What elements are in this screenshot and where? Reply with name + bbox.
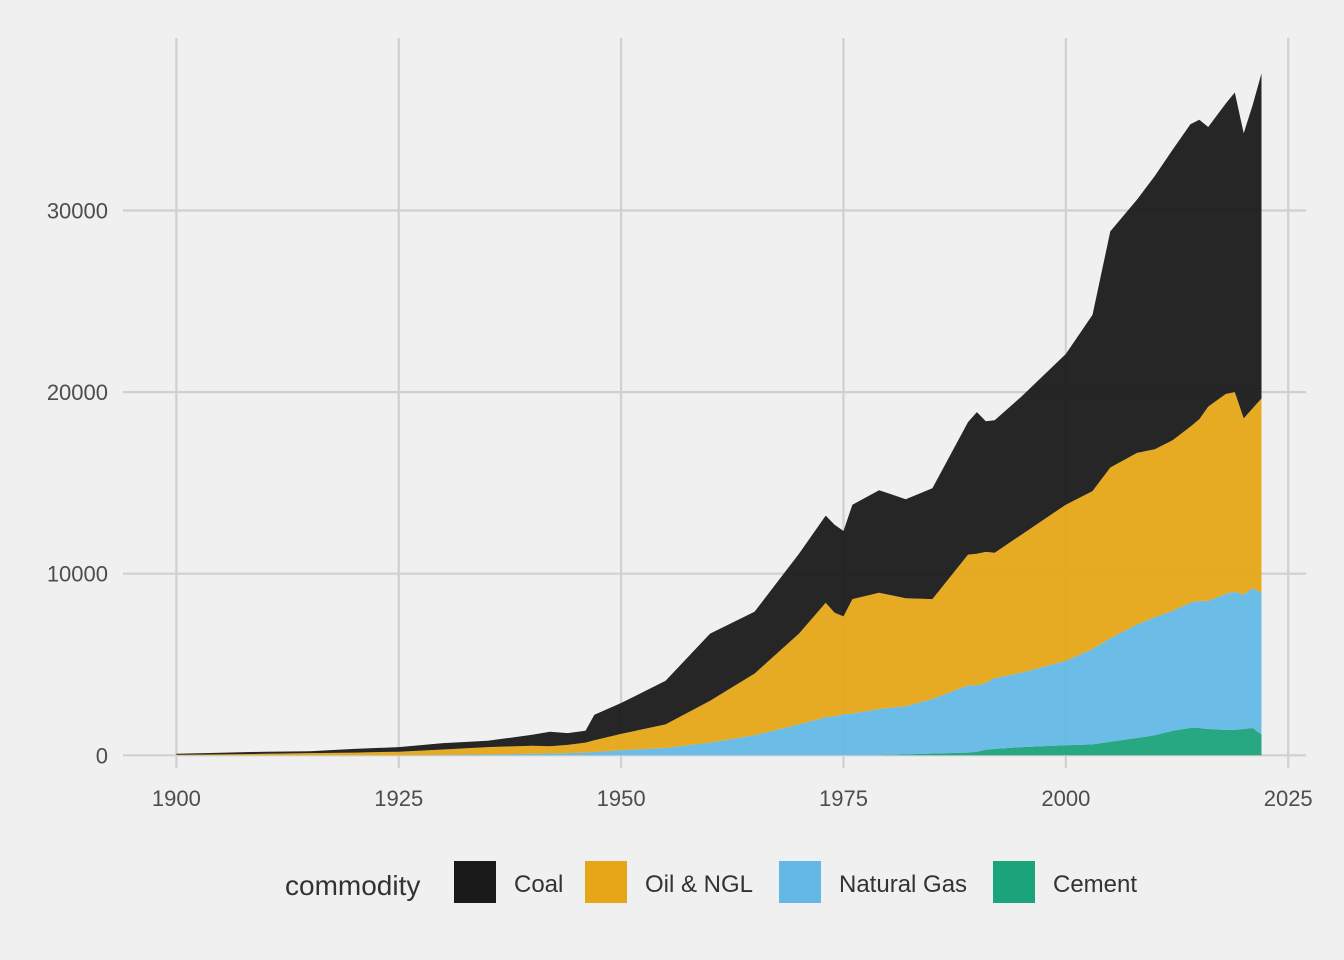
legend-label-coal: Coal: [514, 871, 563, 898]
x-tick-label-1950: 1950: [597, 786, 646, 811]
x-tick-label-1975: 1975: [819, 786, 868, 811]
y-tick-label-20000: 20000: [47, 380, 108, 405]
x-tick-label-2025: 2025: [1264, 786, 1313, 811]
legend-key-oil-ngl: [585, 861, 627, 903]
legend-key-cement: [993, 861, 1035, 903]
area-series-group: [176, 73, 1262, 756]
legend-key-coal: [454, 861, 496, 903]
area-coal: [176, 73, 1262, 755]
x-tick-label-2000: 2000: [1041, 786, 1090, 811]
y-tick-label-10000: 10000: [47, 562, 108, 587]
legend-key-natural-gas: [779, 861, 821, 903]
legend-label-cement: Cement: [1053, 871, 1137, 898]
y-tick-label-30000: 30000: [47, 199, 108, 224]
x-tick-label-1900: 1900: [152, 786, 201, 811]
area-cement: [176, 728, 1262, 756]
legend: commodity Coal Oil & NGL Natural Gas Cement: [285, 861, 1137, 903]
legend-label-natural-gas: Natural Gas: [839, 871, 967, 898]
legend-title: commodity: [285, 870, 420, 901]
y-axis: 0 10000 20000 30000: [47, 199, 108, 769]
x-axis: 1900 1925 1950 1975 2000 2025: [152, 786, 1313, 811]
legend-items: Coal Oil & NGL Natural Gas Cement: [454, 861, 1137, 903]
legend-label-oil-ngl: Oil & NGL: [645, 871, 753, 898]
y-tick-label-0: 0: [96, 743, 108, 768]
x-tick-label-1925: 1925: [374, 786, 423, 811]
area-natural-gas: [176, 588, 1262, 756]
area-oil-ngl: [176, 392, 1262, 756]
